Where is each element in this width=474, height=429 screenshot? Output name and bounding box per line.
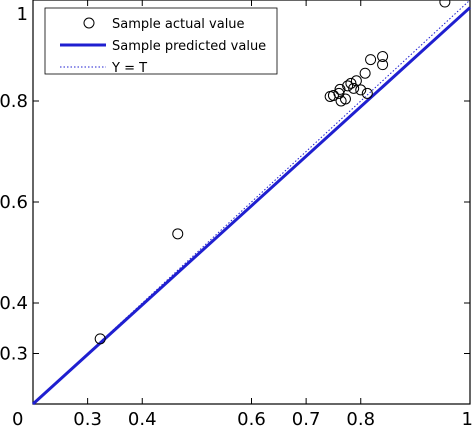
legend-yt-label: Y = T	[111, 61, 147, 76]
actual-value-point	[94, 333, 106, 345]
actual-value-point	[334, 83, 346, 95]
legend-actual-marker	[83, 17, 95, 29]
actual-value-point	[342, 80, 354, 92]
actual-value-point	[348, 82, 360, 94]
y-tick-label: 0.6	[0, 192, 28, 213]
actual-value-point	[365, 54, 377, 66]
actual-value-point	[355, 84, 367, 96]
y-tick-label: 0.8	[0, 91, 28, 112]
x-tick-label: 1	[462, 409, 473, 429]
y-tick-label: 1	[17, 4, 28, 25]
legend-actual-label: Sample actual value	[112, 17, 245, 32]
y-equals-t-line	[32, 0, 471, 405]
series-lines	[31, 0, 472, 406]
predicted-value-line	[31, 6, 472, 406]
x-tick-label: 0.4	[128, 409, 157, 429]
actual-value-point	[377, 59, 389, 71]
actual-value-point	[350, 75, 362, 87]
actual-value-point	[345, 77, 357, 89]
actual-value-point	[377, 51, 389, 63]
y-tick-label: 0.3	[0, 344, 28, 365]
legend-predicted-label: Sample predicted value	[112, 39, 266, 54]
series-markers	[94, 0, 451, 345]
actual-value-point	[361, 87, 373, 99]
origin-label: 0	[12, 409, 23, 429]
actual-value-point	[333, 87, 345, 99]
actual-value-point	[339, 93, 351, 105]
x-tick-label: 0.3	[73, 409, 102, 429]
actual-value-point	[327, 89, 339, 101]
legend: Sample actual value Sample predicted val…	[44, 7, 278, 76]
actual-value-point	[172, 228, 184, 240]
actual-value-point	[359, 67, 371, 79]
actual-value-point	[439, 0, 451, 8]
y-tick-label: 0.4	[0, 293, 28, 314]
legend-box	[44, 7, 278, 75]
x-tick-label: 0.8	[346, 409, 375, 429]
x-tick-label: 0.6	[237, 409, 266, 429]
x-tick-label: 0.7	[292, 409, 321, 429]
